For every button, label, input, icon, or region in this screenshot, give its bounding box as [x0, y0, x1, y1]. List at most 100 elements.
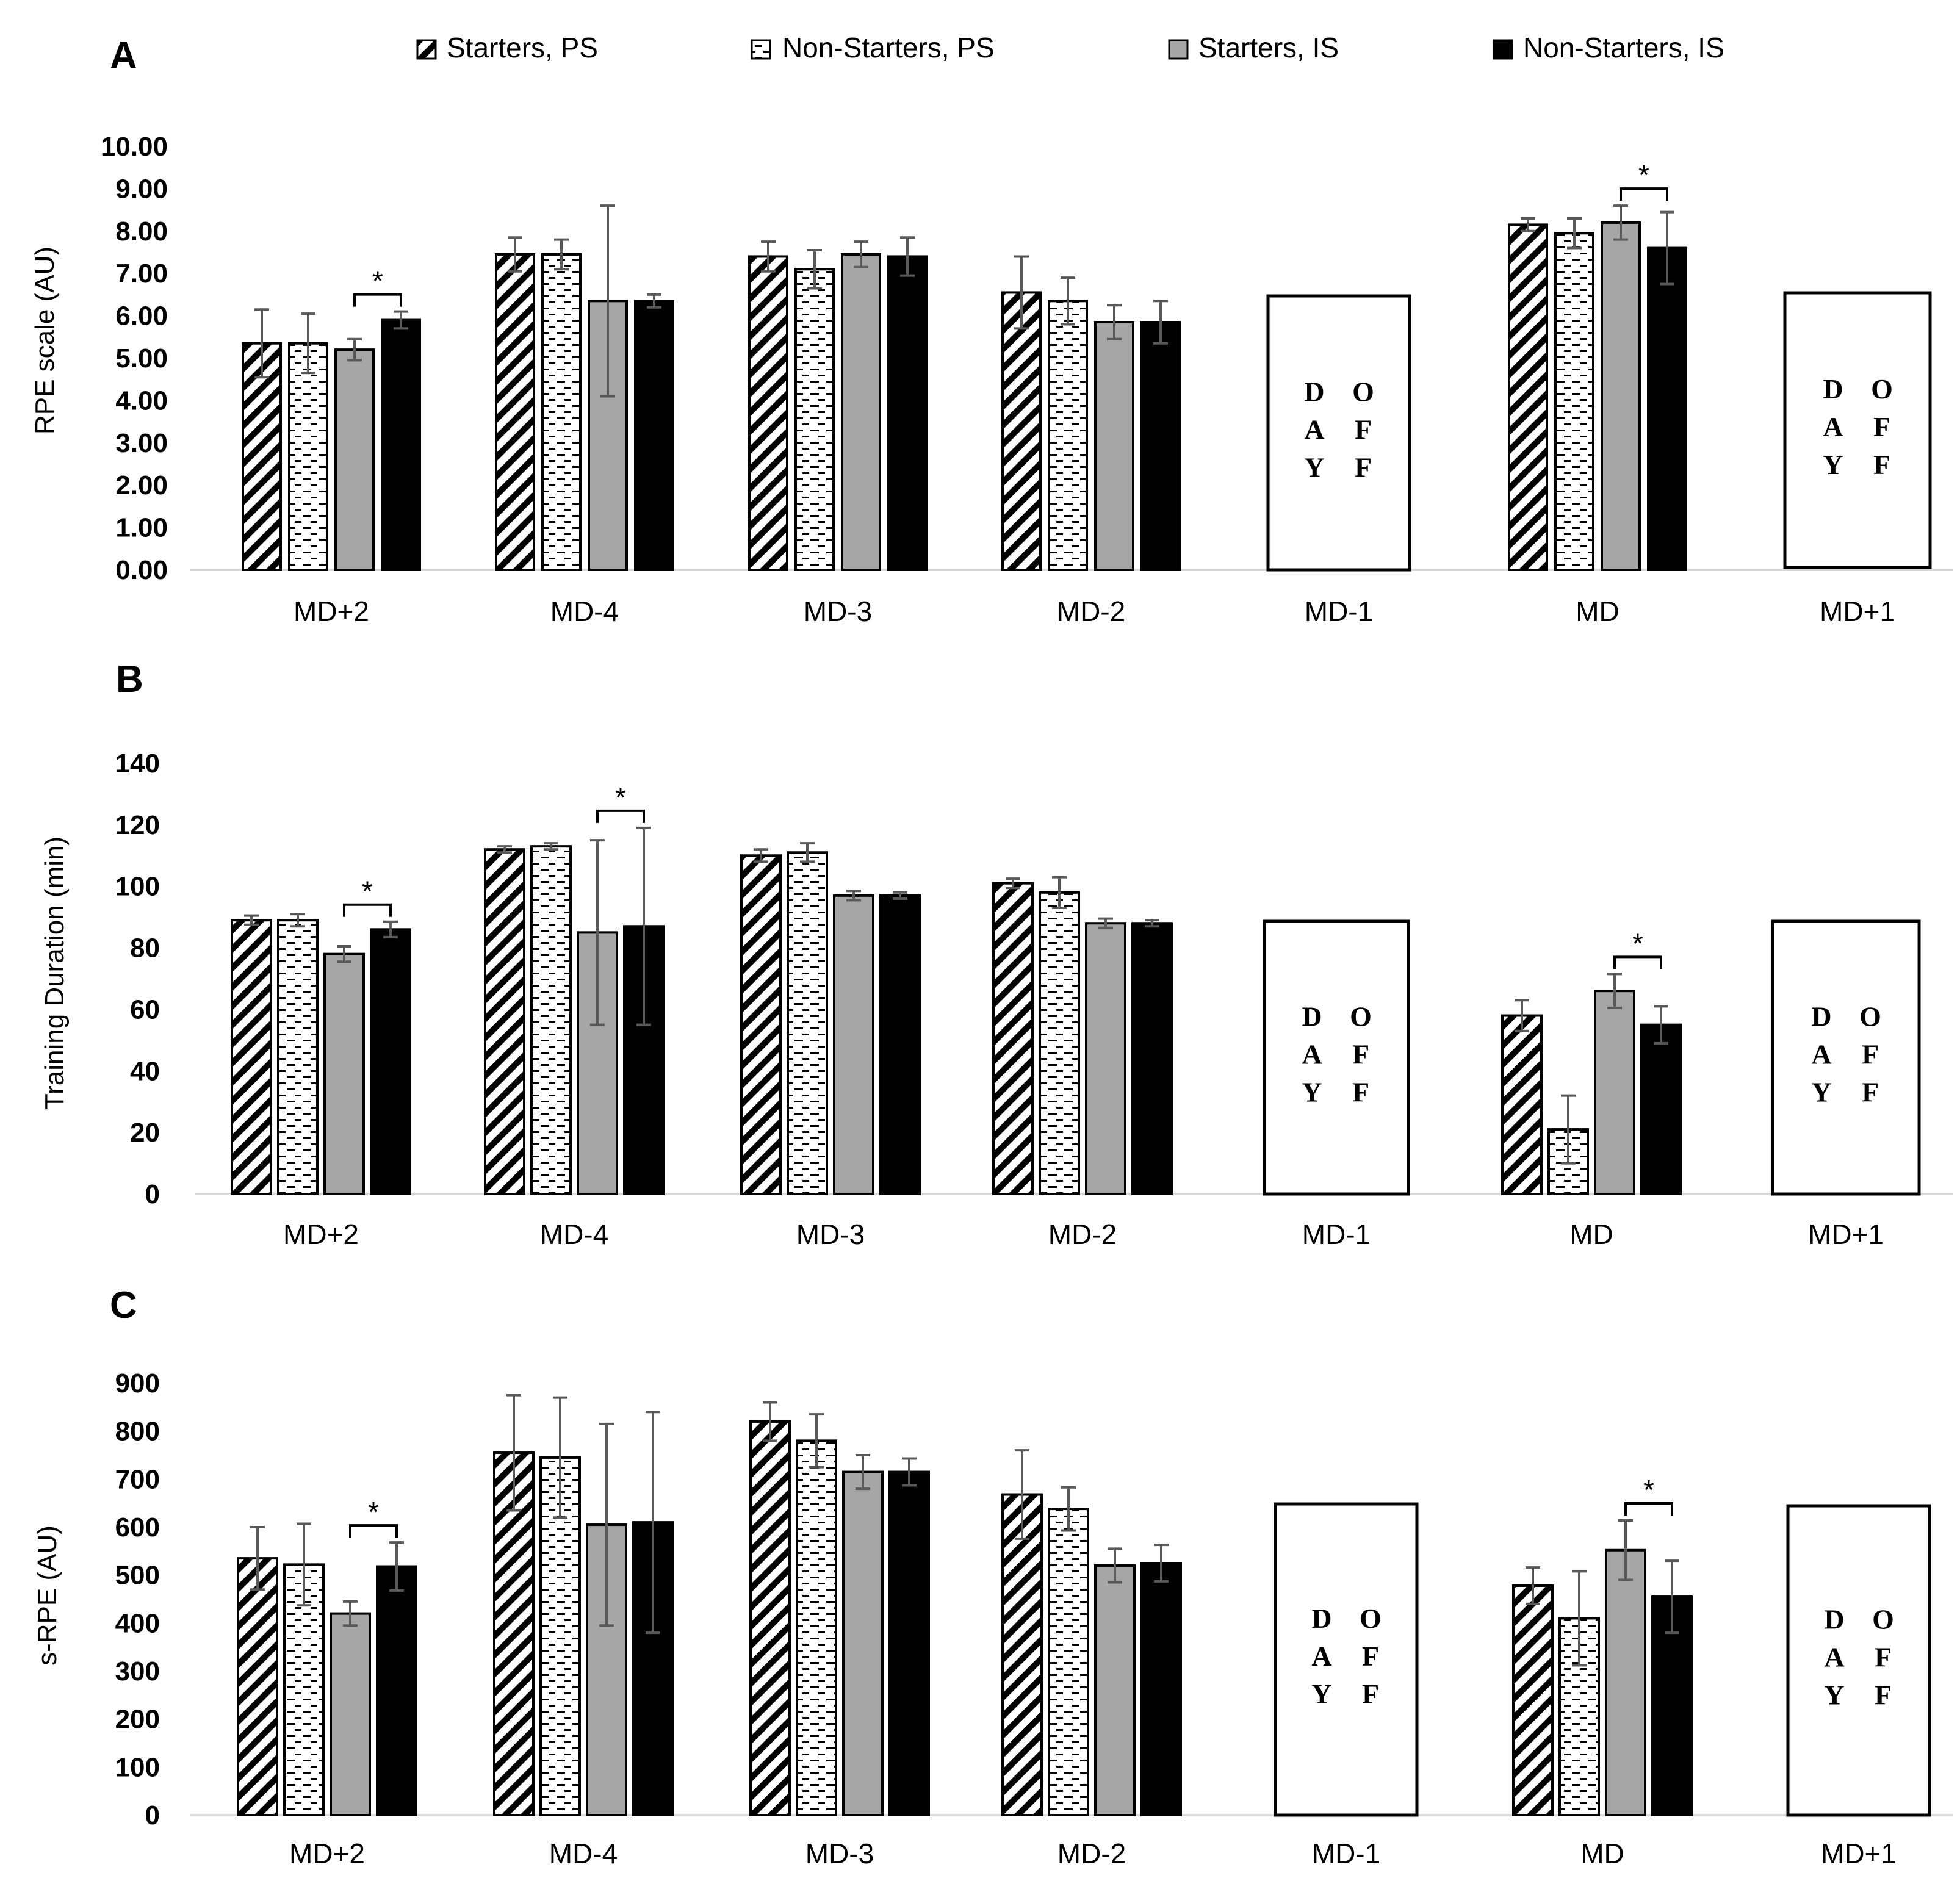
- panel-c-x-tick-label-md: MD: [1580, 1838, 1624, 1869]
- panel-b-y-tick-label: 60: [130, 995, 160, 1024]
- panel-b-x-tick-label-md: MD: [1569, 1218, 1613, 1250]
- panel-b-day-off-letter: D: [1302, 1001, 1322, 1032]
- panel-b-significance-label-md: *: [1632, 927, 1643, 959]
- panel-c-bar-starters-ps-md-2: [1001, 1493, 1043, 1816]
- panel-c-day-off-letter: F: [1362, 1641, 1379, 1672]
- legend-swatch-nonstarters-ps: [751, 39, 771, 60]
- panel-c-bar-non-starters-is-md-3: [888, 1470, 930, 1817]
- legend-label-nonstarters-ps: Non-Starters, PS: [782, 32, 995, 63]
- panel-a-day-off-letter: O: [1871, 373, 1893, 405]
- panel-c-bar-starters-ps-md: [1512, 1584, 1554, 1817]
- panel-a-bar-non-starters-ps-md-2: [288, 342, 328, 572]
- panel-c-y-tick-label: 600: [115, 1513, 160, 1542]
- panel-c-bar-starters-is-md-3: [842, 1470, 884, 1817]
- panel-a-y-tick-label: 2.00: [115, 470, 168, 500]
- panel-c-y-tick-label: 0: [145, 1800, 160, 1830]
- panel-c-significance-bracket-md: [1624, 1502, 1673, 1516]
- panel-c-x-tick-label-md-1: MD+1: [1821, 1838, 1897, 1869]
- panel-a-bar-starters-is-md-2: [1094, 321, 1134, 571]
- panel-a-y-tick-label: 4.00: [115, 386, 168, 415]
- panel-b-x-tick-label-md-2: MD+2: [283, 1218, 359, 1250]
- panel-c-y-tick-label: 100: [115, 1752, 160, 1782]
- panel-c-day-off-box-md-1: [1786, 1504, 1931, 1817]
- panel-b-significance-label-md-2: *: [362, 876, 373, 907]
- panel-a-x-tick-label-md-1: MD-1: [1305, 595, 1373, 627]
- panel-a-bar-starters-ps-md-3: [748, 255, 788, 571]
- panel-a-y-tick-label: 6.00: [115, 301, 168, 331]
- legend-label-starters-ps: Starters, PS: [447, 32, 598, 63]
- panel-a-bar-non-starters-is-md-4: [634, 300, 674, 571]
- panel-c-y-tick-label: 700: [115, 1464, 160, 1494]
- panel-b-day-off-letter: A: [1811, 1039, 1831, 1070]
- panel-c: C s-RPE (AU) 0 100 200 300 400 500 600 700 800 90…: [32, 1284, 1953, 1869]
- panel-a-x-tick-label-md-1: MD+1: [1820, 595, 1895, 627]
- panel-a-y-tick-label: 1.00: [115, 513, 168, 543]
- panel-c-letter: C: [110, 1284, 137, 1326]
- panel-a-day-off-box-md-1: [1783, 291, 1932, 569]
- panel-a-day-off-letter: D: [1823, 373, 1843, 405]
- panel-b-bar-non-starters-ps-md-2: [277, 919, 319, 1195]
- panel-c-bar-starters-is-md-2: [1094, 1564, 1136, 1817]
- panel-b-x-tick-label-md-1: MD-1: [1302, 1218, 1371, 1250]
- panel-a-day-off-letter: F: [1873, 449, 1890, 480]
- panel-b-y-tick-label: 40: [130, 1056, 160, 1086]
- panel-b-significance-label-md-4: *: [615, 782, 626, 813]
- panel-b-bar-non-starters-ps-md-2: [1039, 891, 1080, 1196]
- panel-a-bar-non-starters-ps-md: [1554, 232, 1594, 571]
- panel-b-y-tick-label: 100: [115, 872, 160, 902]
- panel-b-day-off-letter: F: [1352, 1077, 1369, 1108]
- panel-b: B Training Duration (min) 0 20 40 60 80 100 12…: [40, 658, 1953, 1250]
- panel-a-bar-non-starters-is-md-2: [1140, 321, 1181, 571]
- legend-swatch-starters-is: [1168, 39, 1189, 60]
- panel-a-y-tick-label: 7.00: [115, 259, 168, 289]
- panel-a-x-tick-label-md-2: MD+2: [294, 595, 369, 627]
- panel-c-bar-starters-ps-md-4: [493, 1451, 535, 1816]
- panel-c-bar-starters-is-md: [1605, 1548, 1646, 1816]
- panel-c-significance-bracket-md-2: [349, 1524, 398, 1538]
- panel-c-bar-non-starters-ps-md-2: [1048, 1508, 1089, 1817]
- panel-c-day-off-letter: D: [1311, 1603, 1331, 1634]
- panel-b-day-off-letter: Y: [1811, 1077, 1831, 1108]
- panel-a-day-off-letter: A: [1823, 411, 1843, 442]
- panel-c-y-axis-title: s-RPE (AU): [32, 1525, 62, 1666]
- panel-c-day-off-letter: F: [1362, 1678, 1379, 1710]
- panel-a-significance-label-md-2: *: [372, 265, 383, 297]
- panel-b-bar-starters-ps-md-3: [740, 854, 782, 1196]
- panel-b-day-off-letter: O: [1350, 1001, 1372, 1032]
- panel-b-day-off-letter: D: [1811, 1001, 1831, 1032]
- panel-a-significance-bracket-md-2: [353, 293, 402, 307]
- panel-a-bar-non-starters-is-md: [1647, 246, 1687, 571]
- panel-a-significance-bracket-md: [1620, 187, 1668, 201]
- panel-a-letter: A: [110, 35, 137, 77]
- panel-a-day-off-letter: A: [1304, 414, 1324, 445]
- legend: Starters, PS Non-Starters, PS Starters, …: [416, 32, 1724, 63]
- panel-a-bar-non-starters-ps-md-3: [794, 268, 835, 571]
- panel-c-x-tick-label-md-2: MD+2: [289, 1838, 365, 1869]
- panel-a-y-tick-label: 0.00: [115, 555, 168, 585]
- panel-c-x-tick-label-md-2: MD-2: [1057, 1838, 1126, 1869]
- panel-a-bar-starters-is-md-3: [841, 253, 881, 572]
- panel-b-y-tick-label: 120: [115, 810, 160, 840]
- panel-a-day-off-letter: F: [1355, 414, 1372, 445]
- panel-a-bar-starters-ps-md-2: [1001, 291, 1042, 571]
- panel-a-x-tick-label-md-2: MD-2: [1057, 595, 1125, 627]
- panel-b-bar-starters-is-md: [1594, 990, 1635, 1195]
- panel-c-day-off-letter: A: [1824, 1642, 1844, 1673]
- panel-b-significance-bracket-md-2: [343, 903, 392, 917]
- panel-b-x-tick-label-md-1: MD+1: [1808, 1218, 1884, 1250]
- panel-a-bar-non-starters-ps-md-2: [1048, 300, 1088, 571]
- panel-b-bar-non-starters-ps-md-3: [787, 851, 828, 1195]
- panel-a-x-tick-label-md-3: MD-3: [804, 595, 872, 627]
- panel-b-bar-non-starters-is-md-3: [879, 894, 921, 1196]
- panel-c-y-tick-label: 200: [115, 1705, 160, 1735]
- panel-b-y-tick-label: 140: [115, 749, 160, 779]
- panel-a-y-axis-title: RPE scale (AU): [30, 246, 60, 434]
- panel-c-significance-label-md-2: *: [368, 1496, 379, 1528]
- panel-b-day-off-box-md-1: [1771, 919, 1921, 1196]
- panel-c-bar-starters-is-md-2: [330, 1612, 371, 1817]
- legend-swatch-nonstarters-is: [1493, 39, 1513, 60]
- panel-b-x-tick-label-md-4: MD-4: [540, 1218, 608, 1250]
- panel-b-y-tick-label: 80: [130, 933, 160, 963]
- legend-label-nonstarters-is: Non-Starters, IS: [1523, 32, 1724, 63]
